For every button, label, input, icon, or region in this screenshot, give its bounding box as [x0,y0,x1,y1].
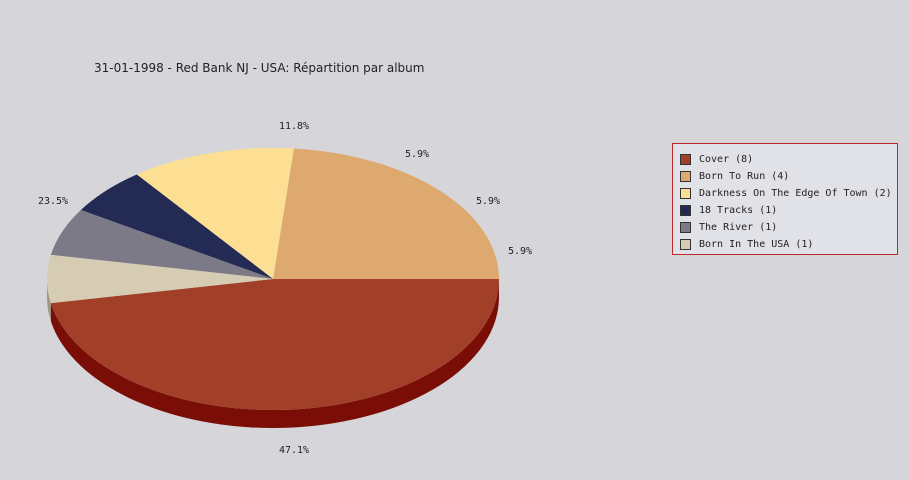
pie-top [46,148,499,411]
legend-label: Darkness On The Edge Of Town (2) [699,188,892,199]
legend-swatch [680,239,691,250]
legend-swatch [680,171,691,182]
pie-slice [80,174,274,279]
pie-labels: 47.1% 23.5% 11.8% 5.9% 5.9% 5.9% [38,121,532,456]
legend-label: Cover (8) [699,154,754,165]
legend-item: Born In The USA (1) [673,236,897,253]
legend: Cover (8) Born To Run (4) Darkness On The … [672,143,898,255]
chart-title: 31-01-1998 - Red Bank NJ - USA: Répartit… [94,61,425,75]
pie-slice-side [47,279,51,322]
legend-swatch [680,154,691,165]
legend-label: 18 Tracks (1) [699,205,778,216]
pie-slice-percent-label: 11.8% [279,121,309,132]
pie-slice-percent-label: 47.1% [279,445,309,456]
legend-item: Born To Run (4) [673,168,897,185]
pie-sides [47,279,499,429]
legend-item: 18 Tracks (1) [673,202,897,219]
pie-slice-percent-label: 5.9% [476,196,500,207]
legend-item: The River (1) [673,219,897,236]
pie-slice [50,210,273,279]
pie-slice [50,279,499,411]
legend-label: Born To Run (4) [699,171,790,182]
pie-slice [46,254,273,304]
pie-slice-percent-label: 23.5% [38,196,68,207]
pie-slice [136,148,294,279]
legend-swatch [680,188,691,199]
legend-label: Born In The USA (1) [699,239,814,250]
pie-slice-percent-label: 5.9% [405,149,429,160]
legend-item: Cover (8) [673,151,897,168]
pie-slice-percent-label: 5.9% [508,246,532,257]
legend-swatch [680,205,691,216]
pie-slice [273,148,499,279]
legend-label: The River (1) [699,222,778,233]
legend-swatch [680,222,691,233]
legend-item: Darkness On The Edge Of Town (2) [673,185,897,202]
